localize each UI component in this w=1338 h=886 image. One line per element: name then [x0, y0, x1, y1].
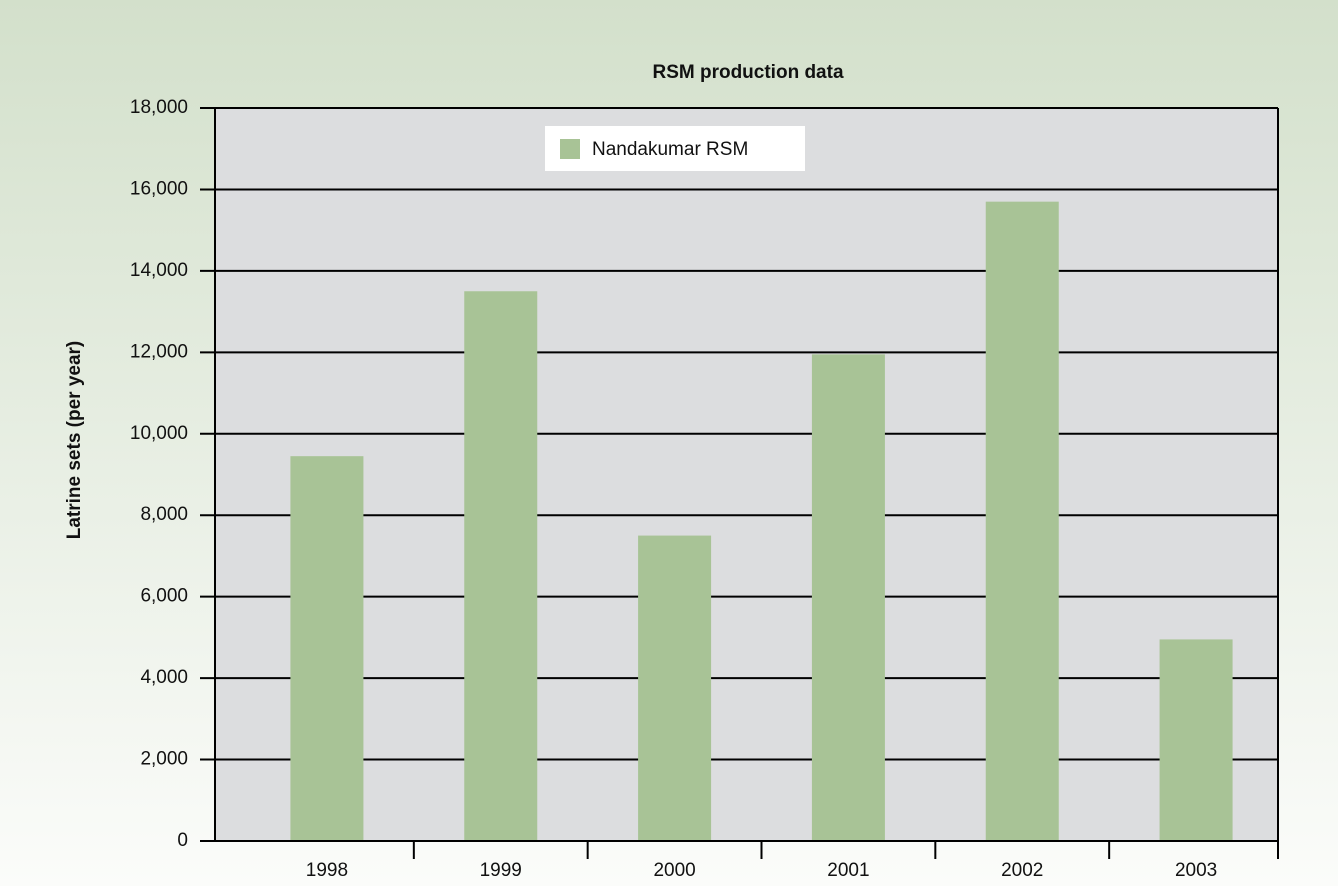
bar [1159, 639, 1233, 841]
y-tick-label: 10,000 [130, 423, 188, 444]
x-tick-label: 2003 [1175, 860, 1217, 881]
x-tick-label: 1999 [480, 860, 522, 881]
y-tick-label: 18,000 [130, 97, 188, 118]
y-tick-label: 4,000 [140, 667, 188, 688]
y-tick-label: 12,000 [130, 341, 188, 362]
x-tick-label: 2001 [827, 860, 869, 881]
bar [638, 535, 712, 841]
x-tick-label: 2000 [653, 860, 695, 881]
x-tick-label: 1998 [306, 860, 348, 881]
chart-title: RSM production data [652, 62, 843, 83]
bar [985, 201, 1059, 841]
y-tick-label: 16,000 [130, 178, 188, 199]
y-tick-label: 2,000 [140, 749, 188, 770]
y-axis-label: Latrine sets (per year) [64, 341, 85, 540]
y-tick-label: 8,000 [140, 504, 188, 525]
legend-label: Nandakumar RSM [592, 139, 748, 160]
y-tick-label: 14,000 [130, 260, 188, 281]
legend-swatch [560, 139, 580, 159]
x-tick-label: 2002 [1001, 860, 1043, 881]
bar [464, 291, 538, 841]
plot-area [215, 108, 1278, 841]
bar [290, 456, 364, 841]
y-tick-label: 6,000 [140, 586, 188, 607]
legend-box [545, 126, 805, 171]
y-tick-label: 0 [177, 830, 188, 851]
bar [811, 354, 885, 841]
